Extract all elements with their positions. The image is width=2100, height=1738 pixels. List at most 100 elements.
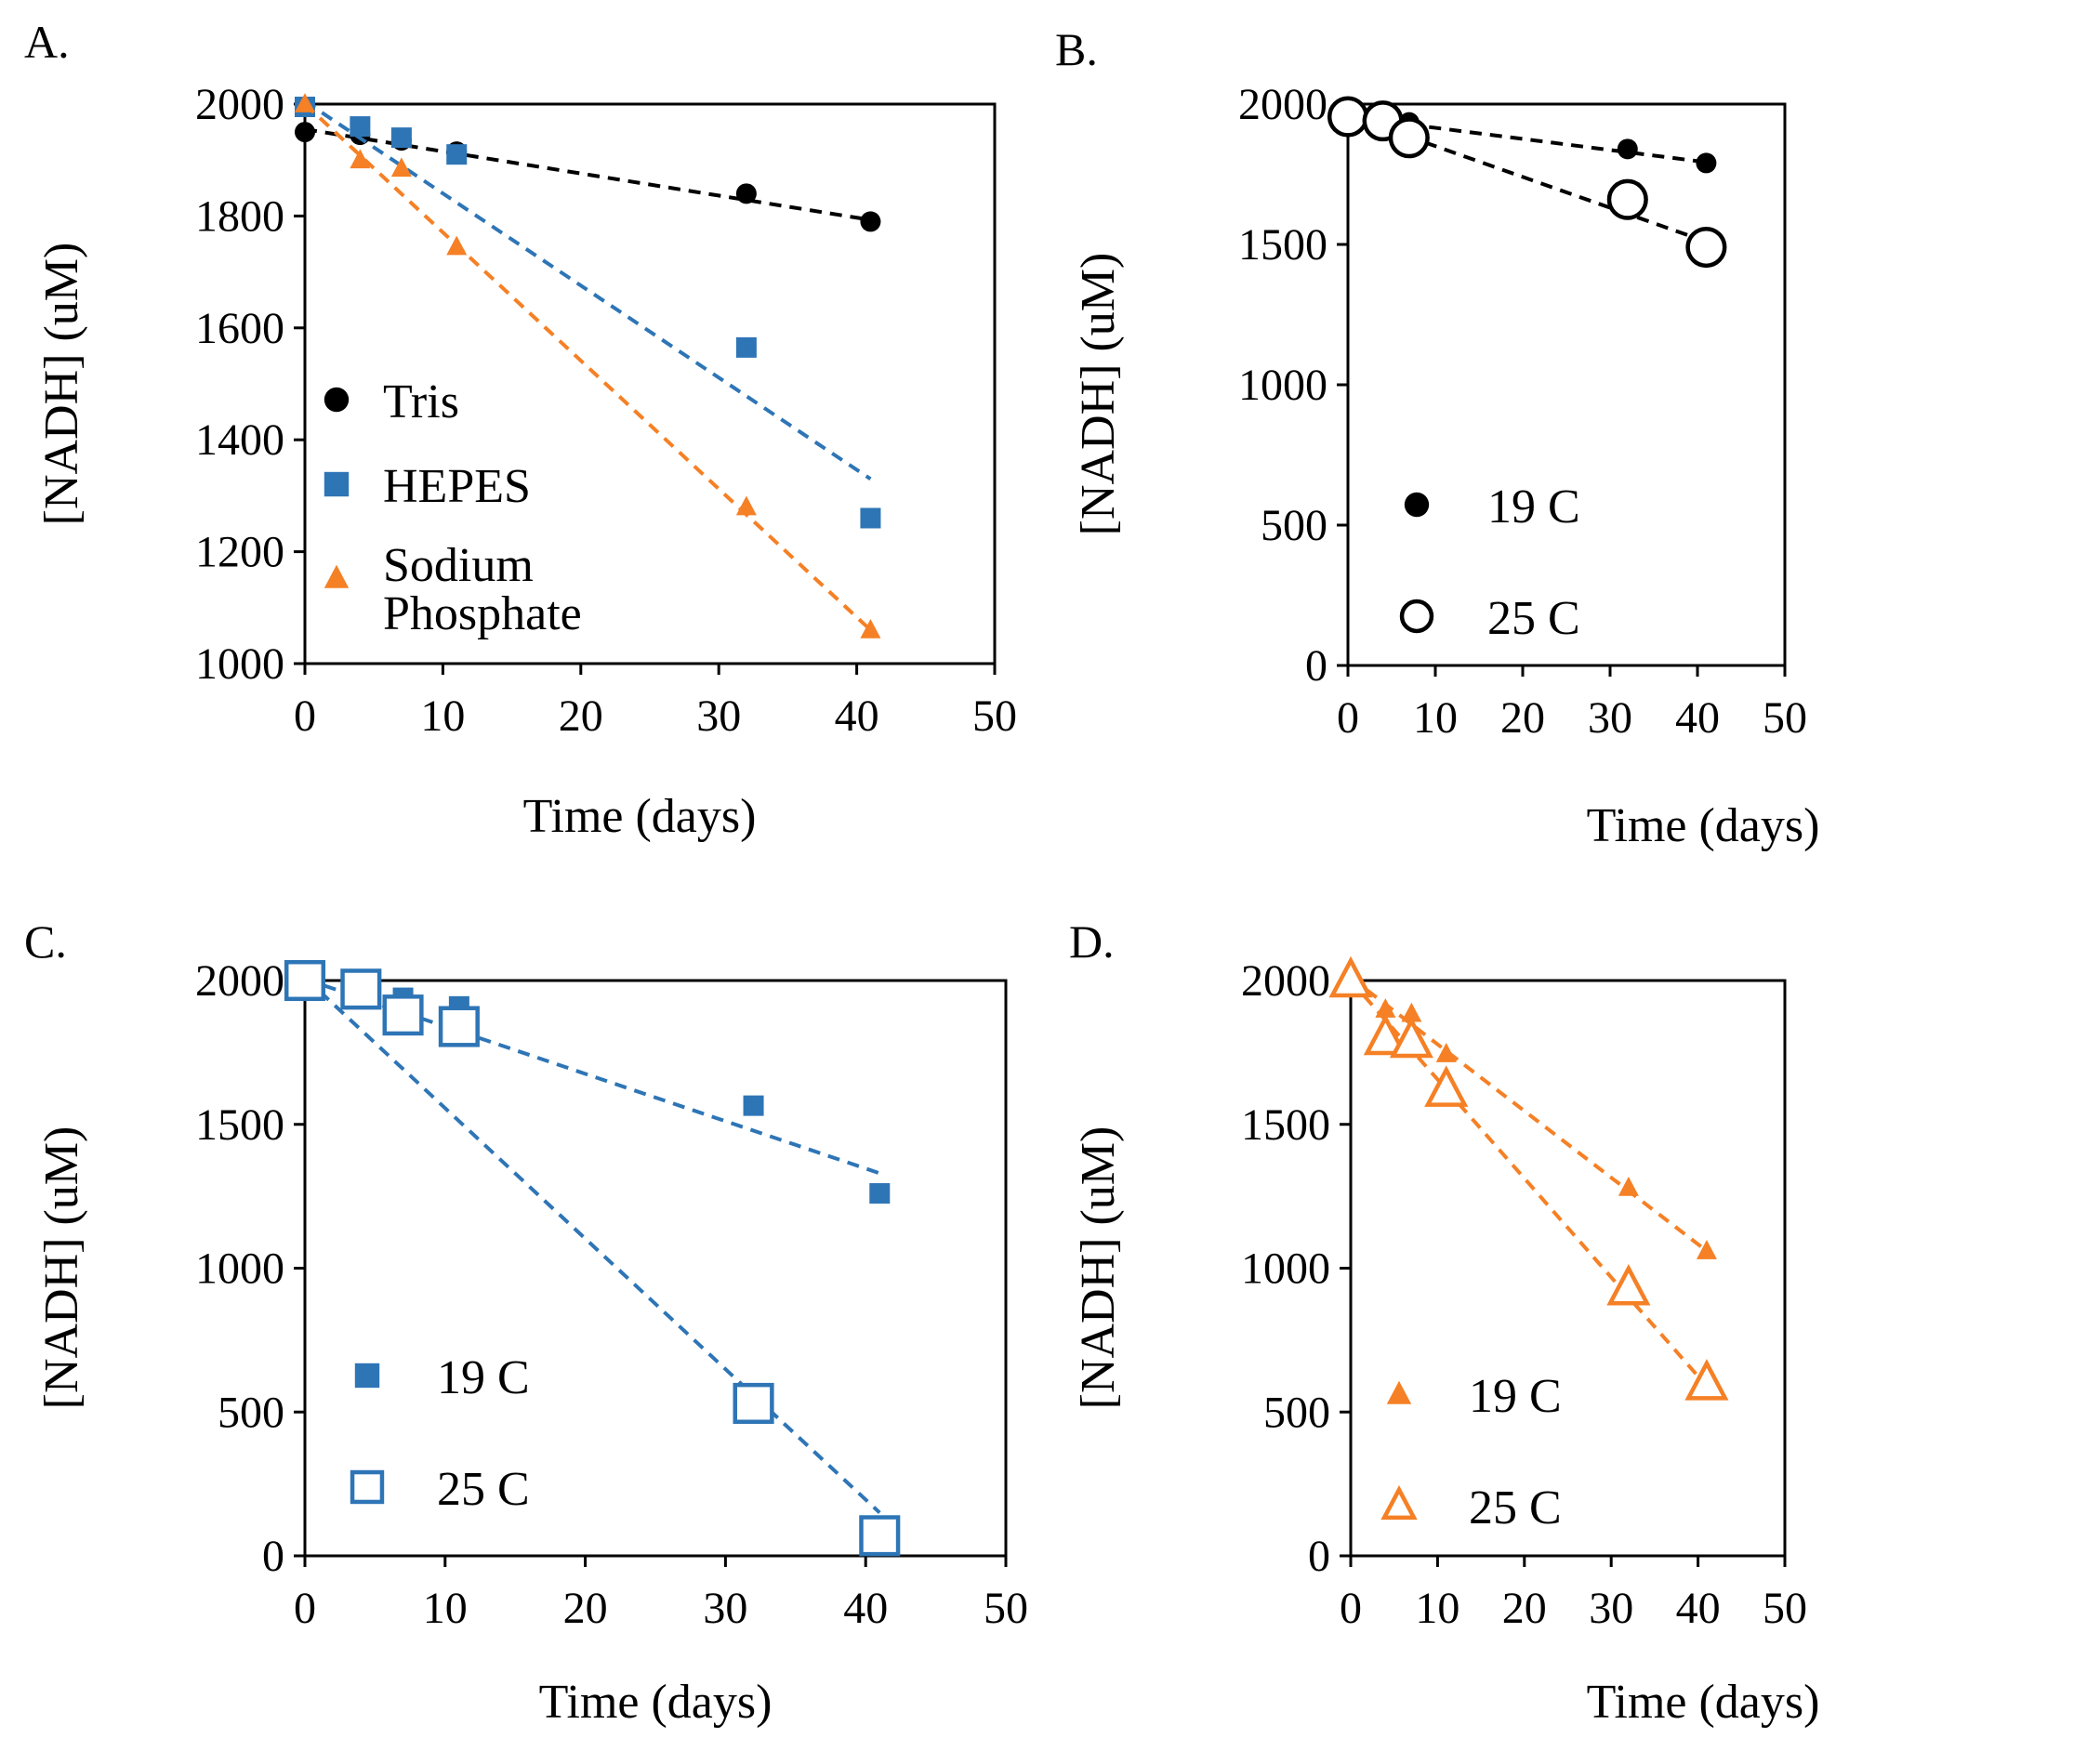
data-point (733, 1382, 774, 1425)
data-point (735, 495, 757, 516)
data-point (860, 507, 881, 529)
legend-label: HEPES (383, 460, 531, 513)
x-tick-label: 10 (420, 691, 465, 741)
x-tick-label: 40 (1675, 693, 1720, 743)
legend-marker (1399, 599, 1434, 634)
data-point (735, 336, 757, 358)
panel-label: C. (24, 915, 67, 968)
trend-line (303, 976, 881, 1515)
x-tick-label: 0 (294, 691, 316, 741)
data-point (860, 211, 881, 232)
y-tick-label: 1000 (195, 1244, 284, 1294)
x-tick-label: 40 (843, 1584, 888, 1633)
data-point (446, 235, 468, 256)
series-2 (1328, 955, 1729, 1401)
legend-label: 19 C (437, 1351, 530, 1404)
y-axis-title: [NADH] (uM) (1072, 253, 1125, 536)
y-tick-label: 1500 (1241, 1100, 1330, 1150)
y-tick-label: 1500 (195, 1100, 284, 1150)
y-tick-label: 1400 (195, 415, 284, 465)
y-tick-label: 2000 (1238, 80, 1327, 129)
x-tick-label: 10 (1413, 693, 1458, 743)
data-point (340, 968, 382, 1010)
series-3 (295, 93, 881, 639)
y-tick-label: 1000 (195, 639, 284, 689)
data-point (859, 1515, 901, 1557)
x-tick-label: 10 (423, 1584, 468, 1633)
y-tick-label: 1600 (195, 304, 284, 353)
x-tick-label: 20 (559, 691, 603, 741)
x-axis-title: Time (days) (523, 790, 757, 843)
x-tick-label: 20 (563, 1584, 608, 1633)
data-point (1328, 955, 1373, 998)
x-tick-label: 50 (1763, 1584, 1807, 1633)
legend-marker (1380, 1484, 1418, 1521)
data-point (1389, 1016, 1433, 1059)
y-axis-title: [NADH] (uM) (1072, 1126, 1125, 1410)
x-tick-label: 0 (294, 1584, 316, 1633)
legend-label-line: Phosphate (383, 587, 582, 640)
data-point (1388, 117, 1430, 159)
y-tick-label: 1500 (1238, 220, 1327, 270)
trend-line (304, 127, 871, 222)
y-tick-label: 0 (262, 1532, 284, 1581)
y-tick-label: 0 (1308, 1532, 1330, 1581)
data-point (350, 116, 371, 138)
data-point (295, 122, 315, 143)
series-2 (1327, 96, 1727, 269)
data-point (382, 994, 424, 1036)
x-tick-label: 30 (696, 691, 741, 741)
legend-marker (354, 1363, 380, 1389)
data-point (438, 1006, 480, 1047)
data-point (1684, 1359, 1729, 1401)
x-tick-label: 40 (835, 691, 879, 741)
data-point (1696, 152, 1717, 174)
panel-label: D. (1069, 915, 1115, 968)
legend-label: 25 C (1469, 1481, 1562, 1534)
y-tick-label: 500 (1263, 1388, 1330, 1437)
x-tick-label: 10 (1415, 1584, 1459, 1633)
data-point (1606, 178, 1648, 220)
y-tick-label: 1000 (1238, 361, 1327, 410)
panel-label: B. (1055, 23, 1098, 75)
legend-label: Sodium Phosphate (383, 539, 582, 640)
data-point (869, 1183, 891, 1205)
legend-marker (350, 1469, 385, 1505)
legend-label: 25 C (437, 1463, 530, 1516)
legend-marker (324, 471, 350, 497)
x-tick-label: 0 (1340, 1584, 1362, 1633)
plot-frame (303, 102, 997, 665)
y-tick-label: 2000 (195, 80, 284, 129)
y-tick-label: 500 (218, 1388, 284, 1437)
x-tick-label: 20 (1500, 693, 1545, 743)
plot-frame (303, 979, 1008, 1558)
x-tick-label: 20 (1502, 1584, 1547, 1633)
panel-label: A. (24, 16, 70, 68)
x-tick-label: 50 (1763, 693, 1807, 743)
data-point (1618, 1176, 1639, 1196)
legend-marker (1386, 1380, 1412, 1404)
y-axis-title: [NADH] (uM) (35, 243, 88, 526)
y-tick-label: 500 (1261, 501, 1327, 550)
data-point (735, 183, 757, 204)
data-point (743, 1095, 764, 1116)
data-point (1363, 1013, 1407, 1056)
x-tick-label: 30 (1589, 1584, 1633, 1633)
x-axis-title: Time (days) (1587, 1676, 1820, 1729)
y-tick-label: 1200 (195, 528, 284, 577)
trend-line (1349, 976, 1709, 1253)
x-axis-title: Time (days) (1587, 799, 1820, 852)
data-point (446, 144, 468, 165)
data-point (295, 93, 315, 112)
x-tick-label: 50 (972, 691, 1017, 741)
plot-frame (1349, 979, 1787, 1558)
y-tick-label: 1800 (195, 191, 284, 241)
x-tick-label: 30 (1588, 693, 1632, 743)
legend-marker (324, 387, 350, 413)
legend-label: 25 C (1487, 592, 1580, 645)
data-point (860, 619, 881, 639)
legend-label: Tris (383, 375, 459, 428)
data-point (1617, 138, 1638, 160)
